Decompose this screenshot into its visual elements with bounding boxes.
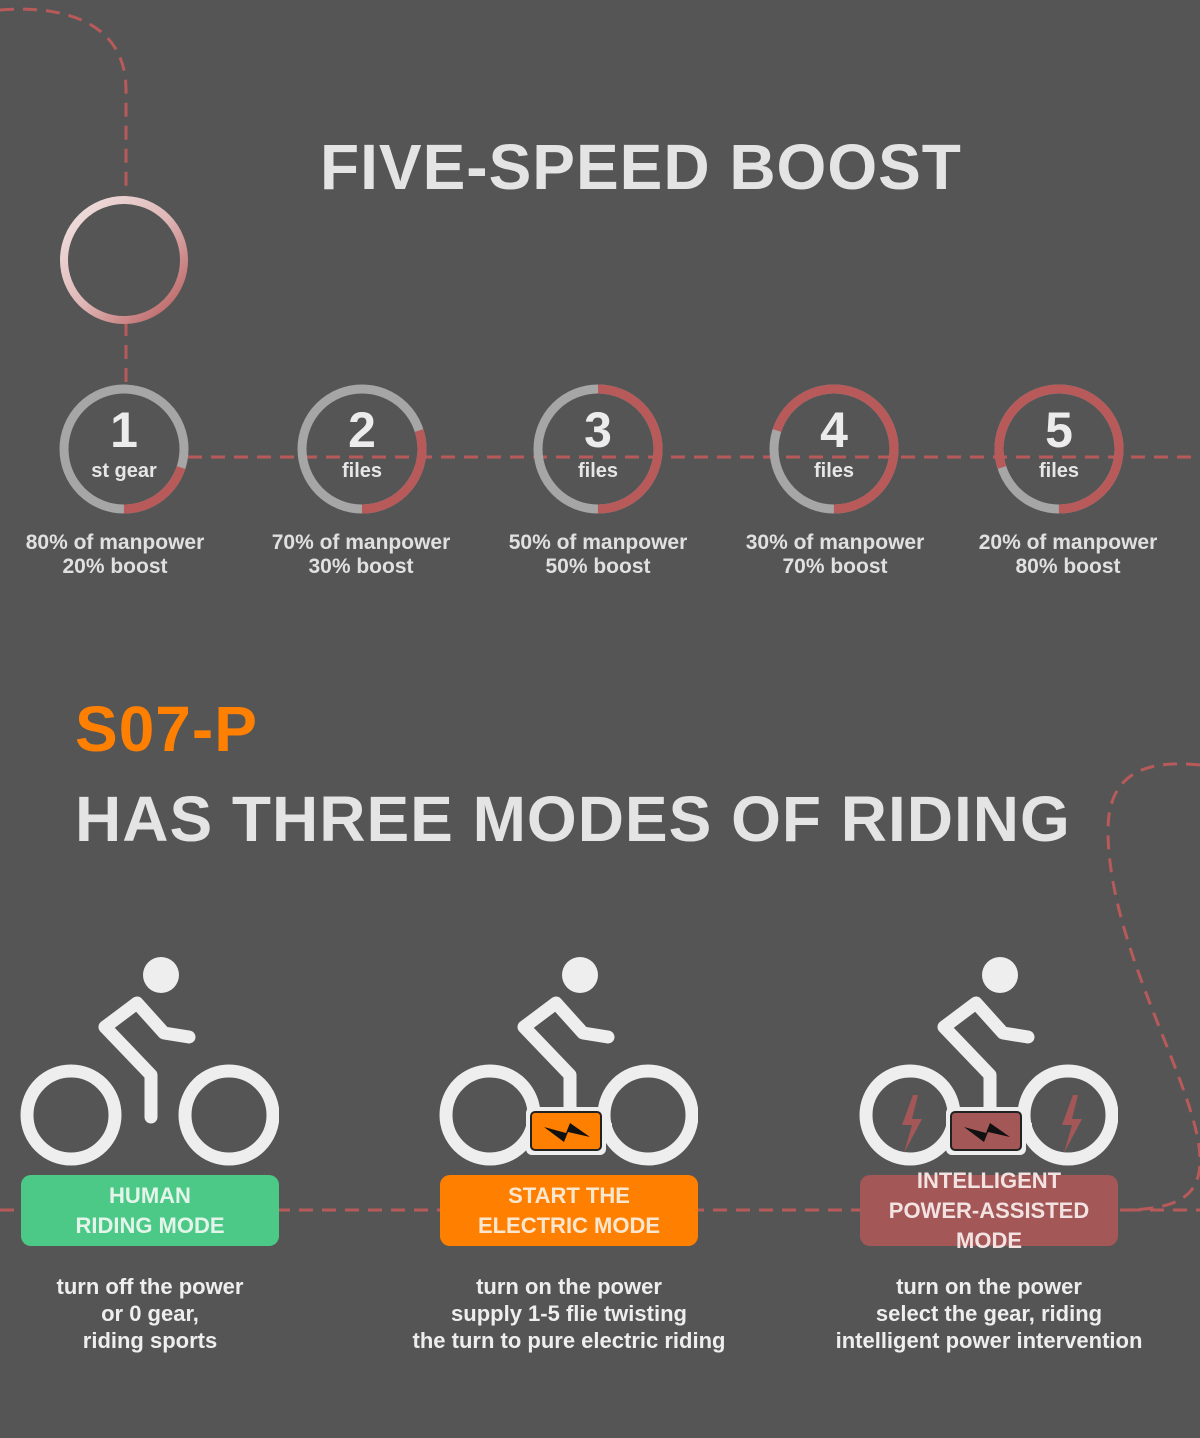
gear-unit: files bbox=[341, 460, 383, 482]
boost-arc bbox=[297, 384, 427, 514]
boost-ring bbox=[59, 384, 189, 514]
mode-label: INTELLIGENT POWER-ASSISTED MODE bbox=[860, 1168, 1118, 1253]
boost-arc bbox=[533, 384, 663, 514]
description-line: select the gear, riding bbox=[875, 1301, 1103, 1326]
boost-ring bbox=[769, 384, 899, 514]
gear-ring-5: 5 files bbox=[994, 384, 1124, 514]
gear-unit: files bbox=[577, 460, 619, 482]
gear-unit: files bbox=[1038, 460, 1080, 482]
boost-ring bbox=[297, 384, 427, 514]
boost-text: 80% boost bbox=[1015, 555, 1121, 578]
gear-unit: files bbox=[813, 460, 855, 482]
gear-ring-3: 3 files bbox=[533, 384, 663, 514]
gear-description: 30% of manpower 70% boost bbox=[715, 531, 955, 579]
boost-text: 50% boost bbox=[545, 555, 651, 578]
description-line: the turn to pure electric riding bbox=[412, 1328, 726, 1353]
description-line: riding sports bbox=[82, 1328, 218, 1353]
gear-unit: st gear bbox=[91, 460, 157, 482]
description-line: supply 1-5 flie twisting bbox=[451, 1301, 687, 1326]
gear-ring-4: 4 files bbox=[769, 384, 899, 514]
gear-description: 80% of manpower 20% boost bbox=[0, 531, 235, 579]
gear-number: 3 bbox=[584, 402, 612, 458]
mode-description: turn on the power select the gear, riding… bbox=[799, 1273, 1179, 1354]
gear-ring-1: 1 st gear bbox=[59, 384, 189, 514]
gear-description: 50% of manpower 50% boost bbox=[478, 531, 718, 579]
decorative-ring bbox=[60, 196, 188, 324]
gear-number: 2 bbox=[348, 402, 376, 458]
mode-description: turn on the power supply 1-5 flie twistin… bbox=[379, 1273, 759, 1354]
manpower-text: 20% of manpower bbox=[978, 531, 1158, 554]
gear-description: 70% of manpower 30% boost bbox=[241, 531, 481, 579]
boost-arc bbox=[59, 384, 189, 514]
description-line: turn on the power bbox=[476, 1274, 662, 1299]
manpower-text: 80% of manpower bbox=[25, 531, 205, 554]
mode-label: HUMAN RIDING MODE bbox=[21, 1175, 279, 1246]
mode-label: START THE ELECTRIC MODE bbox=[440, 1175, 698, 1246]
gear-number: 5 bbox=[1045, 402, 1073, 458]
boost-title: FIVE-SPEED BOOST bbox=[320, 131, 962, 203]
manpower-text: 30% of manpower bbox=[745, 531, 925, 554]
boost-text: 20% boost bbox=[62, 555, 168, 578]
description-line: turn on the power bbox=[896, 1274, 1082, 1299]
boost-text: 70% boost bbox=[782, 555, 888, 578]
description-line: or 0 gear, bbox=[101, 1301, 199, 1326]
boost-ring bbox=[994, 384, 1124, 514]
lightning-icon bbox=[1062, 1095, 1082, 1153]
gear-number: 4 bbox=[820, 402, 848, 458]
description-line: turn off the power bbox=[56, 1274, 244, 1299]
model-name: S07-P bbox=[75, 693, 258, 765]
boost-arc bbox=[994, 384, 1124, 514]
battery-icon bbox=[946, 1107, 1032, 1155]
description-line: intelligent power intervention bbox=[835, 1328, 1143, 1353]
riding-modes-title: HAS THREE MODES OF RIDING bbox=[75, 783, 1071, 855]
boost-text: 30% boost bbox=[308, 555, 414, 578]
manpower-text: 70% of manpower bbox=[271, 531, 451, 554]
lightning-icon bbox=[902, 1095, 922, 1153]
mode-description: turn off the power or 0 gear, riding sport… bbox=[0, 1273, 340, 1354]
boost-ring bbox=[533, 384, 663, 514]
battery-icon bbox=[526, 1107, 612, 1155]
gear-number: 1 bbox=[110, 402, 138, 458]
manpower-text: 50% of manpower bbox=[508, 531, 688, 554]
gear-ring-2: 2 files bbox=[297, 384, 427, 514]
electric-cyclist-icon bbox=[438, 955, 699, 1170]
gear-description: 20% of manpower 80% boost bbox=[948, 531, 1188, 579]
cyclist-icon bbox=[19, 955, 280, 1170]
power-assist-cyclist-icon bbox=[858, 955, 1119, 1170]
